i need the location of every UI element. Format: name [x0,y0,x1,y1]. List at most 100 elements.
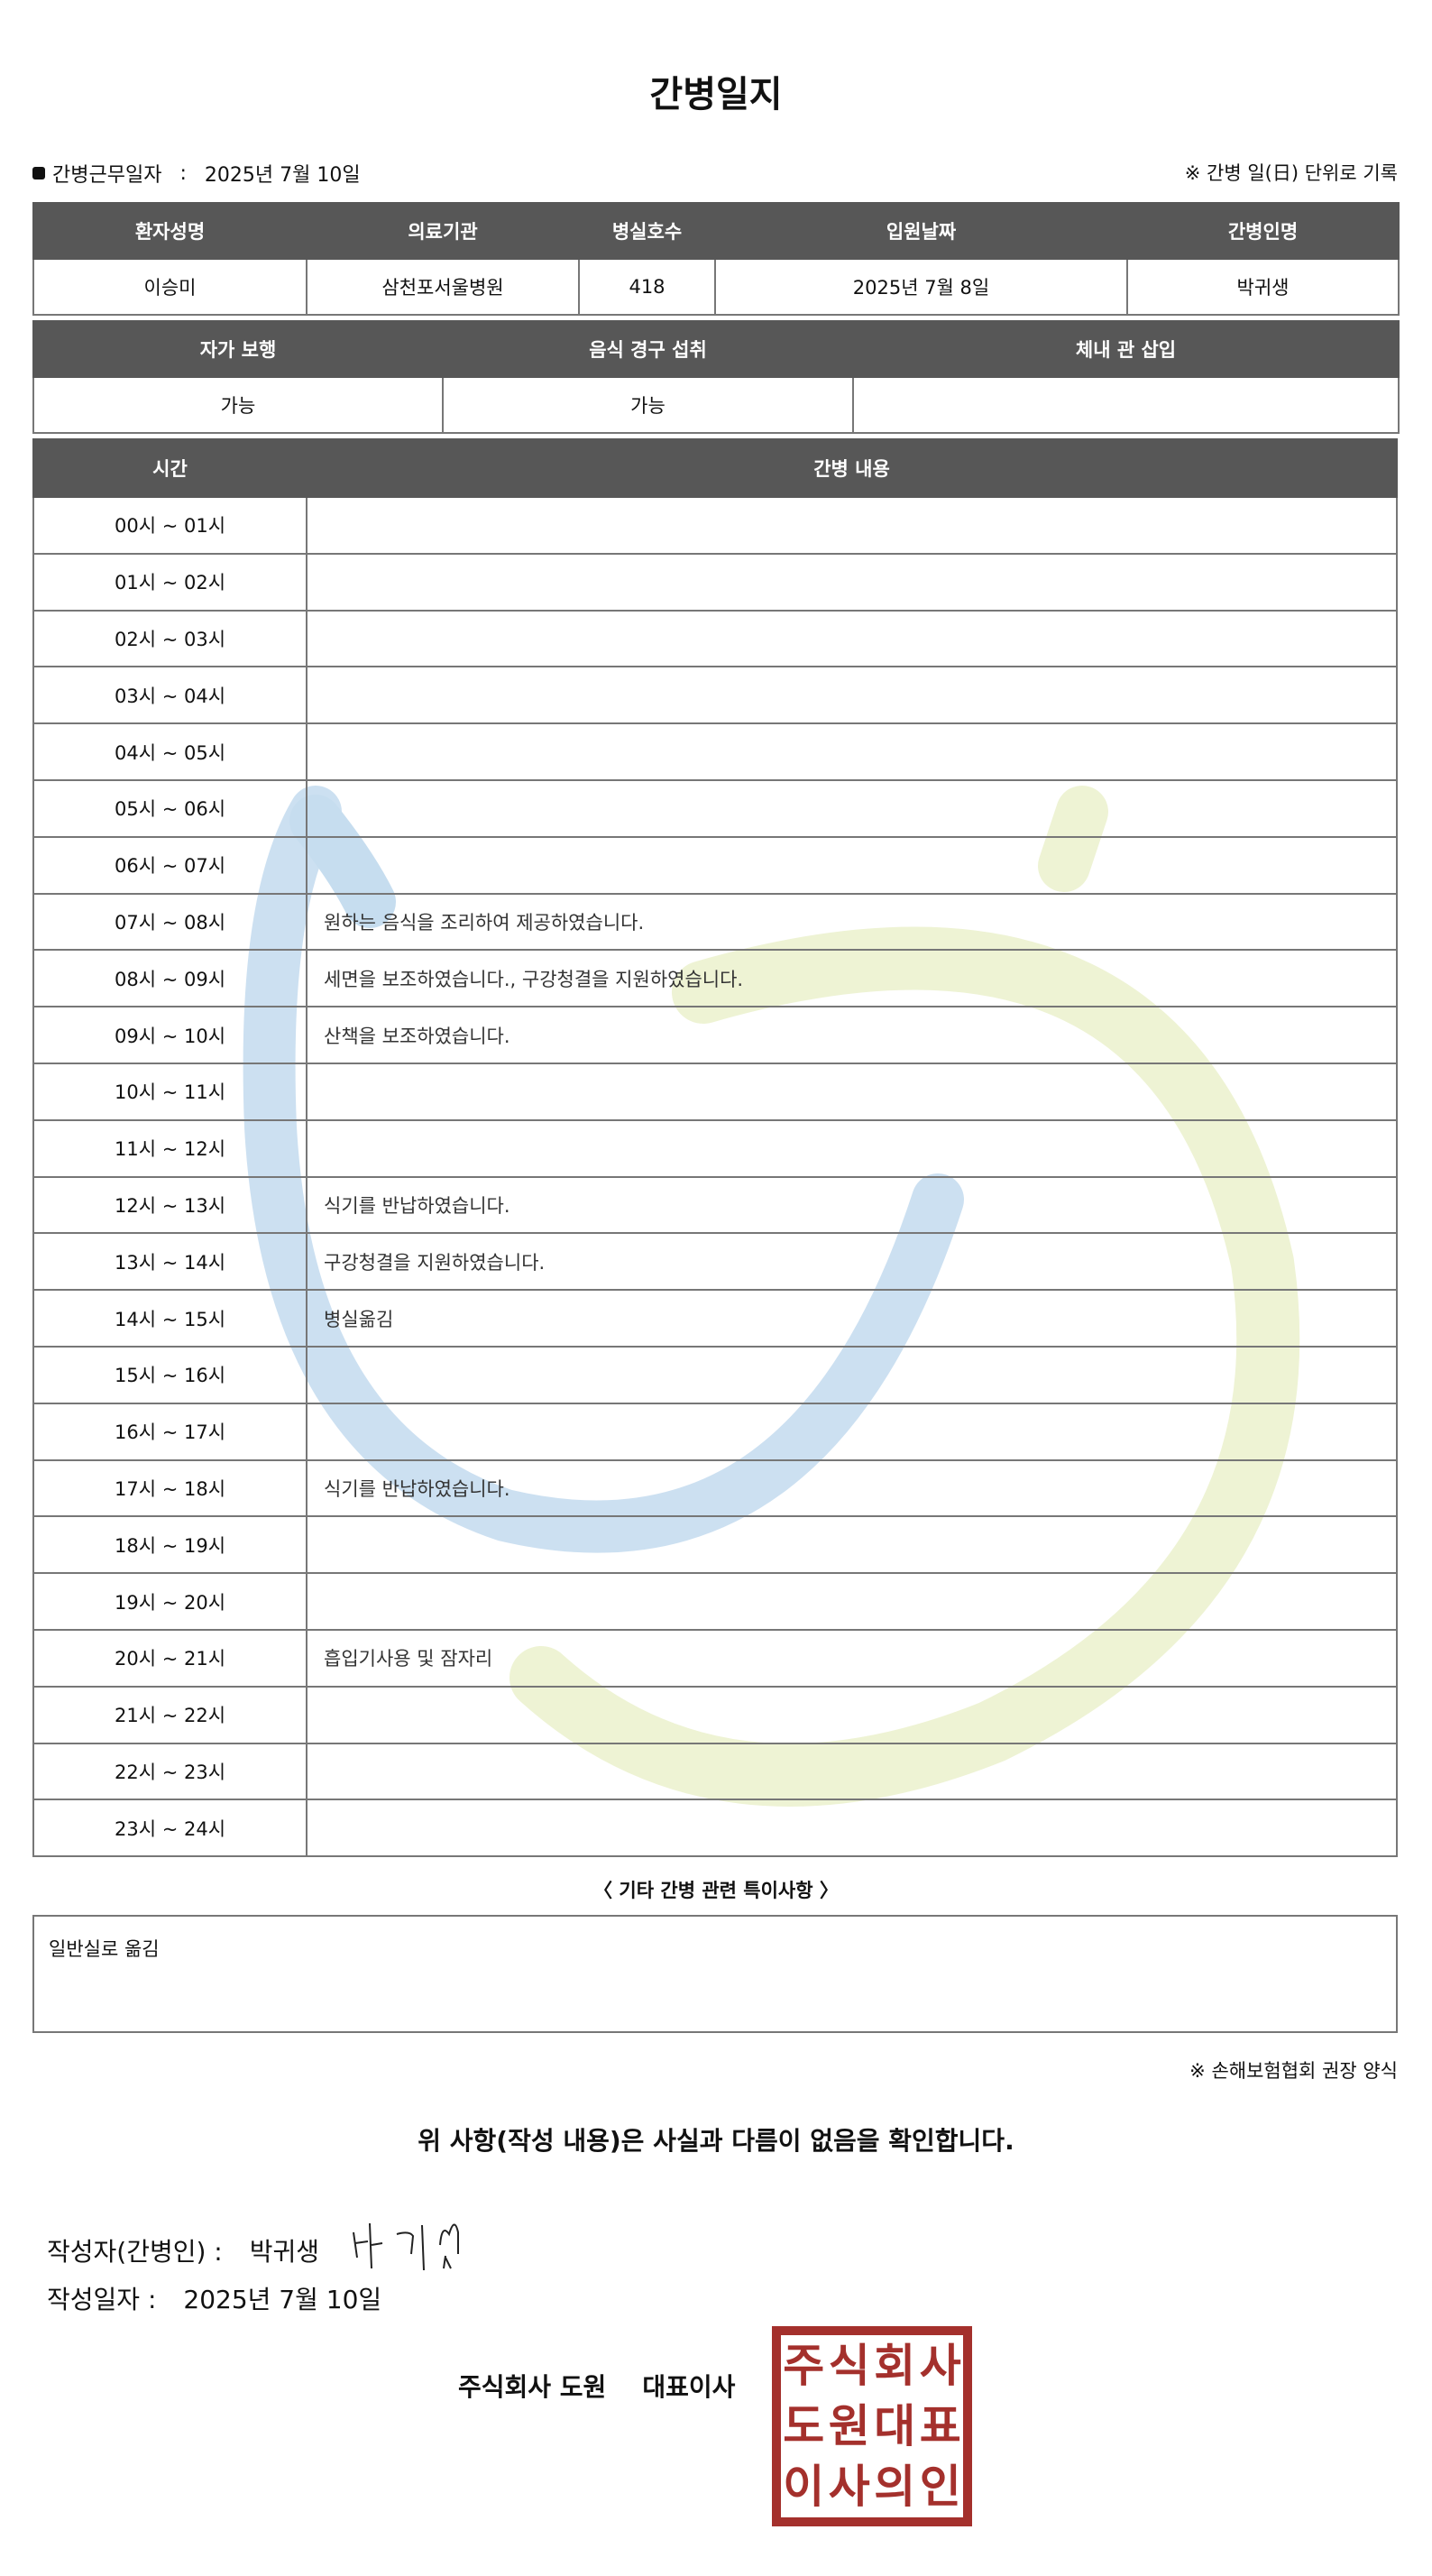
writer-name: 박귀생 [249,2237,320,2267]
table-row: 17시 ~ 18시 식기를 반납하였습니다. [32,1458,1398,1518]
care-content [306,835,1398,895]
care-content: 병실옮김 [306,1289,1398,1348]
care-content [306,1062,1398,1121]
care-content [306,1742,1398,1801]
header-oral-intake: 음식 경구 섭취 [442,320,854,378]
work-date-label: 간병근무일자 [52,164,162,187]
header-caregiver: 간병인명 [1126,202,1400,260]
table-row: 18시 ~ 19시 [32,1515,1398,1575]
time-slot: 19시 ~ 20시 [32,1572,308,1631]
table-row: 22시 ~ 23시 [32,1742,1398,1801]
seal-char: 회 [874,2339,916,2392]
care-content [306,722,1398,781]
care-content [306,1515,1398,1575]
time-slot: 15시 ~ 16시 [32,1345,308,1404]
seal-char: 사 [919,2339,961,2392]
table-row: 05시 ~ 06시 [32,778,1398,838]
time-slot: 04시 ~ 05시 [32,722,308,781]
care-content [306,552,1398,612]
table-row: 09시 ~ 10시 산책을 보조하였습니다. [32,1006,1398,1064]
time-slot: 07시 ~ 08시 [32,892,308,952]
signature [353,2222,460,2271]
oral-intake: 가능 [442,376,854,434]
room: 418 [578,258,716,316]
seal-char: 인 [919,2461,961,2514]
time-slot: 01시 ~ 02시 [32,552,308,612]
hospital: 삼천포서울병원 [306,258,580,316]
written-date-value: 2025년 7월 10일 [183,2285,382,2314]
care-content [306,1572,1398,1631]
care-content [306,1685,1398,1744]
seal-char: 의 [874,2461,916,2514]
time-slot: 18시 ~ 19시 [32,1515,308,1575]
care-log-table: 시간 간병 내용 00시 ~ 01시 01시 ~ 02시 02시 ~ 03시 03시 … [32,438,1398,1858]
table-row: 21시 ~ 22시 [32,1685,1398,1744]
time-slot: 13시 ~ 14시 [32,1232,308,1292]
seal-char: 식 [828,2339,870,2392]
table-row: 00시 ~ 01시 [32,496,1398,555]
seal-char: 주 [783,2339,825,2392]
header-patient-name: 환자성명 [32,202,308,260]
header-tube: 체내 관 삽입 [852,320,1400,378]
table-row: 08시 ~ 09시 세면을 보조하였습니다., 구강청결을 지원하였습니다. [32,949,1398,1008]
table-row: 11시 ~ 12시 [32,1118,1398,1178]
patient-table: 환자성명 의료기관 병실호수 입원날짜 간병인명 이승미 삼천포서울병원 418… [32,202,1400,316]
seal-char: 원 [828,2399,870,2452]
seal-char: 표 [919,2399,961,2452]
care-content [306,778,1398,838]
care-content [306,666,1398,725]
caregiver: 박귀생 [1126,258,1400,316]
time-slot: 03시 ~ 04시 [32,666,308,725]
header-care-content: 간병 내용 [306,438,1398,498]
table-row: 15시 ~ 16시 [32,1345,1398,1404]
seal-char: 사 [828,2461,870,2514]
header-hospital: 의료기관 [306,202,580,260]
seal-char: 도 [783,2399,825,2452]
table-row: 13시 ~ 14시 구강청결을 지원하였습니다. [32,1232,1398,1292]
writer: 작성자(간병인) : 박귀생 [47,2214,509,2286]
admission-date: 2025년 7월 8일 [714,258,1128,316]
care-content: 식기를 반납하였습니다. [306,1175,1398,1235]
time-slot: 06시 ~ 07시 [32,835,308,895]
time-slot: 08시 ~ 09시 [32,949,308,1008]
status-table: 자가 보행 음식 경구 섭취 체내 관 삽입 가능 가능 [32,320,1400,434]
seal-char: 이 [783,2461,825,2514]
page-title: 간병일지 [649,74,783,115]
table-row: 12시 ~ 13시 식기를 반납하였습니다. [32,1175,1398,1235]
walking: 가능 [32,376,444,434]
care-content: 원하는 음식을 조리하여 제공하였습니다. [306,892,1398,952]
seal-char: 대 [874,2399,916,2452]
time-slot: 17시 ~ 18시 [32,1458,308,1518]
table-row: 10시 ~ 11시 [32,1062,1398,1121]
tube [852,376,1400,434]
time-slot: 09시 ~ 10시 [32,1006,308,1064]
writer-label: 작성자(간병인) : [47,2237,223,2267]
care-content: 구강청결을 지원하였습니다. [306,1232,1398,1292]
work-date-separator: : [179,161,187,185]
care-content [306,1118,1398,1178]
care-content [306,496,1398,555]
time-slot: 00시 ~ 01시 [32,496,308,555]
table-row: 02시 ~ 03시 [32,609,1398,668]
work-date-value: 2025년 7월 10일 [204,164,361,187]
header-room: 병실호수 [578,202,716,260]
patient-name: 이승미 [32,258,308,316]
time-slot: 20시 ~ 21시 [32,1628,308,1688]
table-row: 14시 ~ 15시 병실옮김 [32,1289,1398,1348]
time-slot: 23시 ~ 24시 [32,1799,308,1858]
table-row: 07시 ~ 08시 원하는 음식을 조리하여 제공하였습니다. [32,892,1398,952]
time-slot: 02시 ~ 03시 [32,609,308,668]
table-row: 03시 ~ 04시 [32,666,1398,725]
care-content: 세면을 보조하였습니다., 구강청결을 지원하였습니다. [306,949,1398,1008]
header-time: 시간 [32,438,308,498]
table-row: 01시 ~ 02시 [32,552,1398,612]
written-date: 작성일자 : 2025년 7월 10일 [47,2280,381,2316]
table-row: 23시 ~ 24시 [32,1799,1398,1858]
form-note: ※ 손해보험협회 권장 양식 [1189,2060,1398,2082]
header-walking: 자가 보행 [32,320,444,378]
time-slot: 22시 ~ 23시 [32,1742,308,1801]
care-content [306,1799,1398,1858]
confirmation-statement: 위 사항(작성 내용)은 사실과 다름이 없음을 확인합니다. [418,2126,1014,2156]
bullet-square-icon [32,167,45,179]
